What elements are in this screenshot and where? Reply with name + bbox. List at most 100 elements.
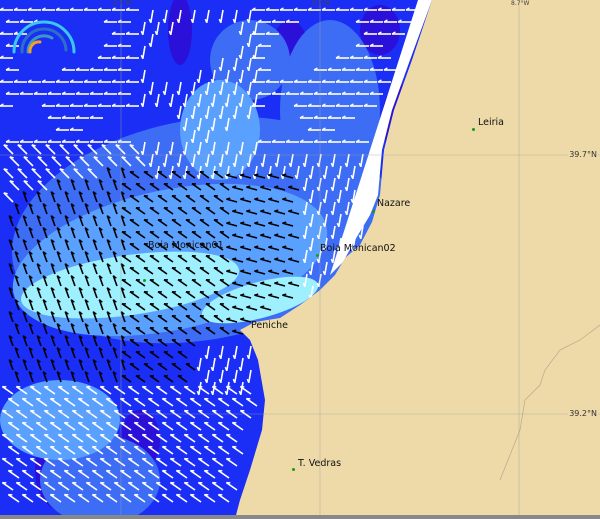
- wave-arrow: [211, 457, 224, 467]
- wave-arrow: [47, 115, 61, 119]
- wave-arrow: [57, 433, 70, 443]
- wave-arrow: [336, 213, 342, 228]
- wave-arrow: [113, 385, 126, 395]
- wave-arrow: [47, 139, 61, 143]
- wave-arrow: [147, 493, 160, 503]
- wave-arrow: [238, 21, 244, 36]
- wave-arrow: [217, 493, 230, 503]
- wave-arrow: [63, 421, 76, 431]
- wave-arrow: [288, 257, 300, 263]
- wave-arrow: [106, 239, 112, 251]
- place-leiria[interactable]: Leiria: [478, 117, 504, 128]
- wave-arrow: [232, 153, 238, 168]
- wave-arrow: [21, 397, 34, 407]
- wave-arrow: [271, 91, 285, 95]
- wave-arrow: [89, 67, 103, 71]
- wave-arrow: [14, 347, 20, 359]
- wave-arrow: [246, 209, 258, 215]
- wave-arrow: [231, 445, 244, 455]
- wave-arrow: [79, 156, 90, 167]
- wave-arrow: [321, 7, 335, 11]
- wave-arrow: [238, 357, 244, 372]
- wave-arrow: [92, 239, 98, 251]
- wave-arrow: [106, 287, 112, 299]
- wave-arrow: [240, 173, 252, 179]
- lon-label: 9.7°W: [113, 0, 132, 7]
- wave-arrow: [22, 335, 28, 347]
- wave-arrow: [61, 91, 75, 95]
- wave-arrow: [274, 281, 286, 287]
- wave-arrow: [133, 445, 146, 455]
- wave-arrow: [205, 326, 216, 335]
- wave-arrow: [330, 201, 336, 216]
- wave-arrow: [22, 359, 28, 371]
- wave-arrow: [224, 357, 230, 372]
- wave-arrow: [91, 421, 104, 431]
- wave-arrow: [155, 457, 168, 467]
- wave-arrow: [149, 182, 160, 191]
- place-t-vedras[interactable]: T. Vedras: [298, 458, 342, 469]
- wave-arrow: [93, 156, 104, 167]
- wave-arrow: [5, 139, 19, 143]
- wave-arrow: [369, 43, 383, 47]
- buoy-monican02[interactable]: Boia Monican02: [320, 243, 396, 254]
- wave-arrow: [190, 9, 196, 24]
- wave-arrow: [98, 251, 104, 263]
- wave-arrow: [5, 43, 19, 47]
- wave-arrow: [42, 299, 48, 311]
- wave-arrow: [168, 141, 174, 156]
- wave-arrow: [240, 293, 252, 299]
- wave-arrow: [0, 55, 13, 59]
- wave-arrow: [246, 233, 258, 239]
- wave-arrow: [56, 371, 62, 383]
- wave-arrow: [155, 481, 168, 491]
- wave-arrow: [196, 93, 202, 108]
- wave-arrow: [33, 139, 47, 143]
- wave-arrow: [98, 347, 104, 359]
- wave-arrow: [246, 369, 252, 384]
- wave-arrow: [177, 230, 188, 239]
- wave-arrow: [299, 91, 313, 95]
- place-nazare[interactable]: Nazare: [377, 198, 411, 209]
- wave-arrow: [84, 203, 90, 215]
- wave-arrow: [355, 19, 369, 23]
- wave-arrow: [169, 481, 182, 491]
- wave-arrow: [163, 254, 174, 263]
- wave-arrow: [55, 127, 69, 131]
- wave-arrow: [377, 7, 391, 11]
- wave-arrow: [50, 191, 56, 203]
- wave-arrow: [103, 139, 117, 143]
- wave-arrow: [64, 287, 70, 299]
- buoy-monican01[interactable]: Boia Monican01: [148, 240, 224, 251]
- wave-arrow: [35, 469, 48, 479]
- wave-arrow: [15, 433, 28, 443]
- wave-arrow: [50, 359, 56, 371]
- wave-arrow: [327, 139, 341, 143]
- wave-arrow: [91, 469, 104, 479]
- place-peniche[interactable]: Peniche: [251, 320, 288, 331]
- wave-arrow: [41, 7, 55, 11]
- wave-arrow: [91, 397, 104, 407]
- wave-arrow: [363, 79, 377, 83]
- wave-arrow: [5, 67, 19, 71]
- wave-arrow: [163, 374, 174, 383]
- wave-arrow: [307, 127, 321, 131]
- wave-arrow: [135, 254, 146, 263]
- wave-arrow: [121, 156, 132, 167]
- wave-arrow: [293, 7, 307, 11]
- wave-arrow: [64, 215, 70, 227]
- wave-arrow: [143, 290, 154, 299]
- wave-arrow: [107, 156, 118, 167]
- wave-arrow: [196, 117, 202, 132]
- wave-arrow: [106, 167, 112, 179]
- shade-patch: [360, 5, 400, 55]
- wave-arrow: [232, 329, 244, 335]
- wave-arrow: [205, 278, 216, 287]
- wave-arrow: [21, 421, 34, 431]
- wave-arrow: [70, 179, 76, 191]
- wave-arrow: [190, 81, 196, 96]
- wave-arrow: [117, 91, 131, 95]
- wave-arrow: [196, 357, 202, 372]
